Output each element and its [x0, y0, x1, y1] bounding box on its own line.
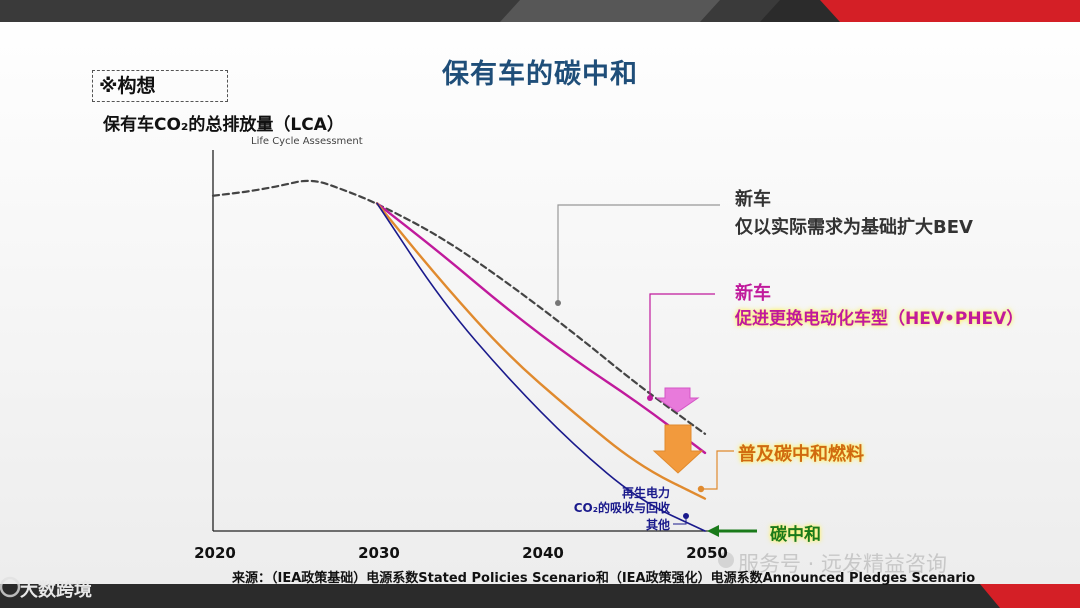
series-line-4	[376, 202, 706, 532]
label-co2-capture: CO₂的吸收与回收	[573, 501, 670, 515]
series-line-2	[375, 202, 707, 455]
chat-bubble-shape	[718, 552, 734, 568]
dot-fuel	[697, 485, 705, 493]
label-other: 其他	[645, 518, 670, 532]
leader-hev	[649, 293, 715, 398]
arrow-down-icon	[652, 424, 704, 474]
annotation-hev-line1: 新车	[735, 283, 771, 304]
label-renewable-power: 再生电力	[621, 486, 670, 500]
arrow-down-icon	[655, 387, 700, 413]
watermark-chat-icon	[718, 552, 734, 568]
top-red-accent	[820, 0, 1080, 22]
tick-layer: 2020 2030 2040 2050	[194, 544, 728, 562]
leader-fuel	[701, 450, 734, 490]
annotation-carbon-neutral: 碳中和	[770, 525, 821, 545]
logo-icon	[0, 576, 21, 598]
x-tick-label-2020: 2020	[194, 544, 236, 562]
arrow-left-icon	[707, 525, 719, 537]
annotation-layer	[0, 204, 757, 598]
x-tick-label-2040: 2040	[522, 544, 564, 562]
concept-label: ※构想	[92, 70, 228, 102]
chart-title: 保有车CO₂的总排放量（LCA）	[103, 115, 344, 135]
dot-hev	[647, 395, 653, 401]
series-layer	[211, 179, 707, 532]
series-line-3	[375, 202, 707, 500]
watermark-service-account: 服务号 · 远发精益咨询	[738, 552, 948, 576]
series-line-1	[211, 179, 707, 435]
x-tick-label-2030: 2030	[358, 544, 400, 562]
annotation-bev-line1: 新车	[735, 189, 771, 210]
dot-neutral	[683, 513, 689, 519]
logo-ring	[0, 576, 21, 598]
bottom-band	[0, 584, 1080, 608]
chart-subtitle: Life Cycle Assessment	[251, 136, 363, 147]
dot-bev	[555, 300, 561, 306]
annotation-bev-line2: 仅以实际需求为基础扩大BEV	[735, 217, 973, 238]
chart-axes	[212, 150, 715, 532]
annotation-hev-line2: 促进更换电动化车型（HEV•PHEV）	[735, 309, 1024, 329]
x-tick-label-2050: 2050	[686, 544, 728, 562]
source-note: 来源：（IEA政策基础）电源系数Stated Policies Scenario…	[232, 571, 976, 586]
leader-bev	[557, 204, 720, 303]
annotation-fuel: 普及碳中和燃料	[738, 444, 864, 465]
watermark-logo-text: 大数跨境	[20, 580, 92, 601]
page-title: 保有车的碳中和	[442, 59, 638, 90]
